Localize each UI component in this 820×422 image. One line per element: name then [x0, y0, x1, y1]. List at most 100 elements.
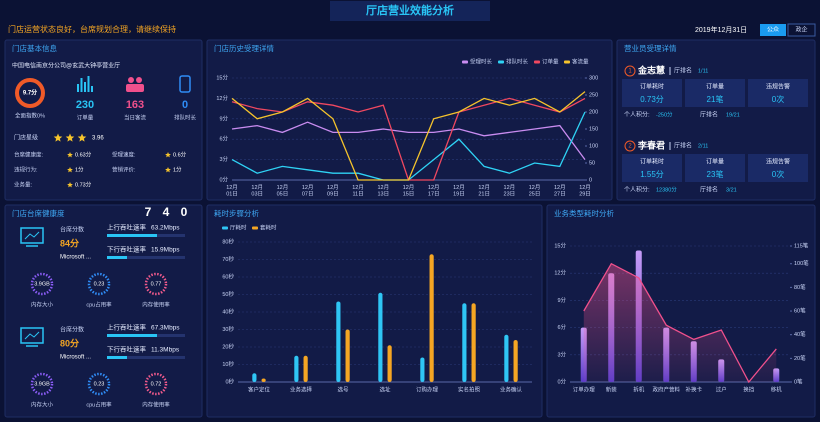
legend-label: 排队时长 [506, 57, 529, 65]
gauge-label: cpu占用率 [86, 300, 112, 308]
gauge-ring [87, 372, 111, 396]
down-label: 下行吞吐速率 [107, 345, 147, 354]
x-tick-label: 12月 09日 [327, 184, 339, 198]
metric-label: 订单量 [706, 158, 724, 166]
kpi-icon [80, 78, 83, 92]
metric-label: 违规告警 [766, 83, 790, 91]
up-value: 63.2Mbps [151, 225, 180, 232]
gauge-ring [144, 372, 168, 396]
rank-value: 2/11 [698, 143, 708, 149]
legend-swatch [498, 60, 504, 64]
kpi-icon [136, 77, 142, 83]
panel-title: 业务类型耗时分析 [554, 208, 614, 218]
bar [513, 340, 518, 382]
gauge-label: 内存使用率 [142, 300, 170, 308]
rank-number: 1 [628, 69, 632, 75]
x-tick-label: 12月 25日 [529, 184, 541, 198]
star-icon [67, 182, 73, 188]
metric-label: 台席健康度: [14, 150, 44, 158]
y2-tick-label: 150 [589, 126, 598, 132]
y-tick-label: 50秒 [222, 290, 234, 298]
y-tick-label: 40秒 [222, 307, 234, 315]
points-value: -250分 [656, 110, 673, 118]
progress-fill [107, 356, 127, 359]
gauge-label: 内存大小 [31, 300, 54, 308]
tab[interactable] [760, 24, 786, 36]
store-name: 中国电信南京分公司@玄武大钟亭营业厅 [12, 62, 120, 70]
star-icon [165, 152, 171, 158]
kpi-value: 163 [126, 99, 144, 111]
gauge-value: 3.9GB [34, 381, 50, 387]
metric-box [685, 154, 745, 182]
y-tick-label: 15分 [216, 73, 228, 81]
star-icon [65, 133, 75, 142]
metric-box [622, 154, 682, 182]
metric-label: 违规告警 [766, 158, 790, 166]
line-area [583, 263, 777, 382]
metric-box [622, 79, 682, 107]
metric-value: 0.63分 [75, 150, 92, 158]
page-title: 厅店营业效能分析 [366, 3, 454, 17]
metric-value: 0次 [772, 169, 784, 179]
hall-rank-value: 19/21 [726, 112, 740, 118]
gauge-value: 0.77 [151, 281, 162, 287]
kpi-value: 230 [76, 99, 94, 111]
points-label: 个人积分: [624, 111, 650, 119]
y-tick-label: 12分 [554, 269, 566, 277]
tab[interactable] [787, 23, 816, 37]
bar [345, 329, 350, 382]
metric-value: 0.73分 [75, 180, 92, 188]
gauge-value: 0.23 [94, 381, 105, 387]
x-tick-label: 换挡 [743, 385, 755, 393]
metric-value: 0.6分 [173, 150, 187, 158]
rank-value: 1/11 [698, 68, 708, 74]
metric-label: 业务量: [14, 180, 33, 188]
y2-tick-label: 40笔 [794, 330, 806, 338]
x-tick-label: 选号 [337, 385, 349, 393]
score-label: 台席分数 [60, 226, 84, 234]
metric-label: 订单量 [706, 83, 724, 91]
metric-value: 1分 [75, 165, 84, 173]
metric-box [748, 154, 808, 182]
panel [206, 39, 613, 201]
up-value: 67.3Mbps [151, 325, 180, 332]
legend-swatch [252, 226, 258, 230]
score: 9.7分 [23, 89, 37, 97]
monitor-icon [24, 231, 40, 240]
x-tick-label: 12月 13日 [377, 184, 389, 198]
y-tick-label: 9分 [219, 114, 228, 122]
y2-tick-label: 0 [589, 177, 592, 183]
rank-badge [624, 140, 636, 152]
metric-value: 23笔 [707, 169, 724, 179]
y2-tick-label: 115笔 [794, 241, 809, 249]
panel-title: 门店台席健康度 [12, 208, 65, 218]
gauge-ring [30, 372, 54, 396]
metric-label: 违规行为: [14, 165, 38, 173]
metric-label: 营销评价: [112, 165, 136, 173]
x-tick-label: 12月 17日 [428, 184, 440, 198]
x-tick-label: 实名拍照 [458, 385, 481, 393]
panel-title: 门店基本信息 [12, 43, 57, 53]
series-line [583, 262, 777, 384]
y-tick-label: 30秒 [222, 325, 234, 333]
legend-label: 厅耗时 [230, 223, 247, 231]
legend-swatch [564, 60, 570, 64]
kpi-label: 订单量 [77, 113, 94, 121]
star-icon [165, 167, 171, 173]
progress-fill [107, 234, 157, 237]
legend-swatch [222, 226, 228, 230]
y-tick-label: 80秒 [222, 237, 234, 245]
gauge-value: 3.9GB [34, 281, 50, 287]
y-tick-label: 15分 [554, 241, 566, 249]
y-tick-label: 70秒 [222, 255, 234, 263]
tab-label[interactable]: 政企 [795, 26, 807, 34]
y-tick-label: 6分 [557, 323, 566, 331]
metric-value: 1分 [173, 165, 182, 173]
points-value: 12380分 [656, 185, 677, 193]
metric-label: 订单耗时 [640, 158, 664, 166]
metric-box [685, 79, 745, 107]
tab-label[interactable]: 公众 [767, 27, 779, 34]
x-tick-label: 新装 [606, 385, 618, 393]
bar [336, 301, 341, 382]
